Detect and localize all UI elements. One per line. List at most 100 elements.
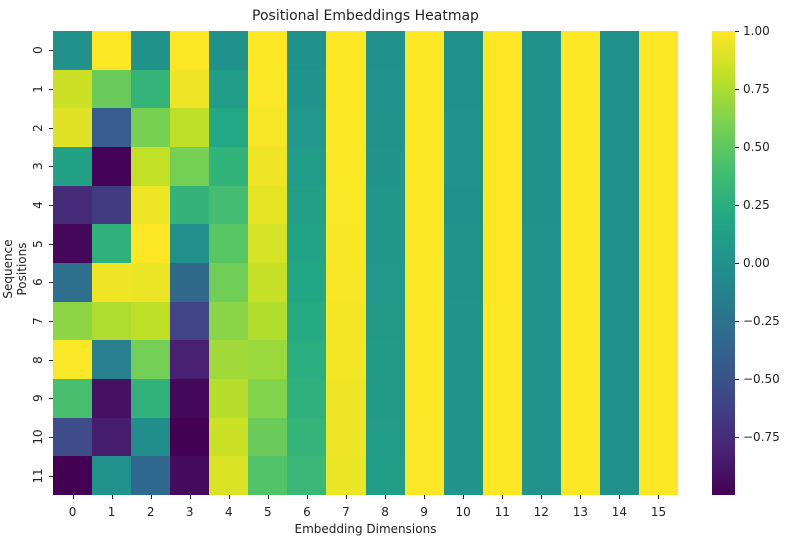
y-tick-mark	[49, 282, 53, 284]
heatmap-cell	[287, 263, 327, 302]
x-tick-mark	[267, 495, 269, 499]
heatmap-cell	[560, 456, 600, 495]
heatmap-cell	[170, 417, 210, 457]
x-tick-mark	[385, 495, 387, 499]
heatmap-cell	[560, 69, 600, 109]
heatmap-cell	[521, 147, 561, 186]
heatmap-cell	[482, 147, 522, 186]
heatmap-cell	[131, 224, 171, 263]
heatmap-cell	[560, 224, 600, 263]
x-tick-label: 0	[68, 505, 77, 519]
heatmap-cell	[560, 263, 600, 302]
heatmap-cell	[443, 147, 483, 186]
colorbar-tick-label: 0.50	[743, 140, 770, 154]
x-tick-mark	[345, 495, 347, 499]
y-tick-label: 1	[31, 85, 45, 93]
heatmap-cell	[560, 108, 600, 147]
heatmap-cell	[92, 456, 132, 495]
heatmap-cell	[53, 340, 93, 379]
y-tick-label: 7	[31, 317, 45, 325]
heatmap-cell	[131, 147, 171, 186]
x-tick-mark	[111, 495, 113, 499]
heatmap-cell	[638, 379, 678, 418]
heatmap-cell	[599, 147, 639, 186]
heatmap-cell	[404, 379, 444, 418]
heatmap-cell	[365, 340, 405, 379]
heatmap-cell	[521, 301, 561, 341]
heatmap-cell	[287, 147, 327, 186]
heatmap-cell	[92, 69, 132, 109]
heatmap-cell	[443, 301, 483, 341]
heatmap-cell	[443, 417, 483, 457]
heatmap-cell	[521, 108, 561, 147]
heatmap-cell	[638, 340, 678, 379]
heatmap-cell	[443, 263, 483, 302]
heatmap-cell	[599, 301, 639, 341]
heatmap-cell	[365, 456, 405, 495]
heatmap-cell	[92, 185, 132, 225]
heatmap-cell	[248, 263, 288, 302]
heatmap-cell	[638, 417, 678, 457]
colorbar-tick-label: −0.75	[743, 430, 780, 444]
heatmap-cell	[287, 31, 327, 70]
heatmap-cell	[248, 185, 288, 225]
heatmap-cell	[638, 224, 678, 263]
heatmap-cell	[560, 417, 600, 457]
heatmap-cell	[248, 224, 288, 263]
heatmap-cell	[443, 340, 483, 379]
heatmap-cell	[170, 379, 210, 418]
heatmap-cell	[53, 69, 93, 109]
x-tick-label: 5	[264, 505, 272, 519]
heatmap-cell	[365, 31, 405, 70]
heatmap-cell	[521, 456, 561, 495]
heatmap-cell	[599, 456, 639, 495]
heatmap-cell	[326, 417, 366, 457]
y-tick-label: 3	[31, 162, 45, 171]
heatmap-cell	[209, 301, 249, 341]
colorbar-tick-label: −0.25	[743, 314, 780, 328]
chart-title: Positional Embeddings Heatmap	[252, 8, 479, 24]
heatmap-cell	[599, 108, 639, 147]
y-tick-label: 11	[31, 468, 45, 484]
heatmap-cell	[599, 69, 639, 109]
heatmap-cell	[92, 340, 132, 379]
heatmap-cell	[521, 224, 561, 263]
heatmap-cell	[404, 301, 444, 341]
heatmap-cell	[404, 147, 444, 186]
heatmap-cell	[131, 69, 171, 109]
x-tick-mark	[306, 495, 308, 499]
y-axis-label: Sequence Positions	[1, 239, 29, 299]
heatmap-cell	[404, 69, 444, 109]
heatmap-cell	[482, 417, 522, 457]
x-tick-label: 12	[533, 505, 549, 519]
heatmap-cell	[131, 108, 171, 147]
x-tick-mark	[424, 495, 426, 499]
heatmap-cell	[287, 456, 327, 495]
heatmap-cell	[560, 31, 600, 70]
heatmap-cell	[248, 379, 288, 418]
heatmap-cell	[365, 379, 405, 418]
heatmap-cell	[482, 301, 522, 341]
x-tick-label: 13	[572, 505, 588, 519]
colorbar-tick-mark	[735, 205, 739, 206]
heatmap-cell	[248, 108, 288, 147]
x-tick-label: 2	[146, 505, 155, 519]
heatmap-cell	[53, 108, 93, 147]
x-tick-mark	[619, 495, 621, 499]
heatmap-cell	[131, 263, 171, 302]
heatmap-cell	[404, 185, 444, 225]
heatmap-cell	[638, 31, 678, 70]
x-tick-label: 15	[650, 505, 667, 519]
heatmap-cell	[599, 185, 639, 225]
x-tick-label: 14	[611, 505, 628, 519]
heatmap-cell	[287, 69, 327, 109]
heatmap-cell	[131, 301, 171, 341]
x-tick-label: 8	[381, 505, 389, 519]
heatmap-cell	[365, 185, 405, 225]
heatmap-cell	[638, 185, 678, 225]
x-tick-label: 1	[107, 505, 116, 519]
colorbar-tick-mark	[735, 321, 739, 322]
heatmap-cell	[53, 147, 93, 186]
heatmap-cell	[638, 301, 678, 341]
colorbar-tick-mark	[735, 89, 739, 90]
